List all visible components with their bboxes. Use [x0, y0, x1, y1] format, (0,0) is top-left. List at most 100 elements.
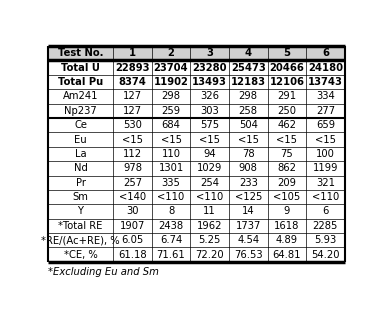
Text: 11: 11 — [203, 206, 216, 216]
Text: 94: 94 — [203, 149, 216, 159]
Text: 3: 3 — [206, 48, 213, 58]
Text: <15: <15 — [276, 135, 297, 145]
Text: <125: <125 — [234, 192, 262, 202]
Text: Nd: Nd — [74, 163, 87, 173]
Text: 1029: 1029 — [197, 163, 223, 173]
Text: 61.18: 61.18 — [118, 250, 147, 260]
Text: 321: 321 — [316, 178, 335, 188]
Text: 575: 575 — [200, 120, 219, 130]
Text: 1618: 1618 — [274, 221, 300, 231]
Bar — [48, 204, 345, 219]
Bar — [48, 61, 345, 75]
Text: 335: 335 — [162, 178, 180, 188]
Text: 20466: 20466 — [269, 63, 304, 73]
Text: 110: 110 — [162, 149, 180, 159]
Text: 1962: 1962 — [197, 221, 223, 231]
Text: 291: 291 — [277, 91, 296, 101]
Text: <15: <15 — [238, 135, 259, 145]
Text: 209: 209 — [277, 178, 296, 188]
Text: Sm: Sm — [73, 192, 88, 202]
Text: 6.05: 6.05 — [121, 235, 144, 245]
Text: 257: 257 — [123, 178, 142, 188]
Text: 250: 250 — [277, 106, 296, 116]
Text: 71.61: 71.61 — [157, 250, 185, 260]
Text: 76.53: 76.53 — [234, 250, 262, 260]
Text: 23280: 23280 — [192, 63, 227, 73]
Text: Eu: Eu — [74, 135, 87, 145]
Text: 54.20: 54.20 — [311, 250, 340, 260]
Text: Np237: Np237 — [64, 106, 97, 116]
Text: Y: Y — [77, 206, 83, 216]
Text: 277: 277 — [316, 106, 335, 116]
Text: 504: 504 — [239, 120, 258, 130]
Text: 1301: 1301 — [159, 163, 184, 173]
Text: 1199: 1199 — [313, 163, 338, 173]
Bar — [48, 161, 345, 175]
Text: 298: 298 — [239, 91, 258, 101]
Text: 4: 4 — [245, 48, 252, 58]
Text: 978: 978 — [123, 163, 142, 173]
Text: 127: 127 — [123, 91, 142, 101]
Text: 9: 9 — [284, 206, 290, 216]
Text: 908: 908 — [239, 163, 258, 173]
Text: 12183: 12183 — [231, 77, 266, 87]
Text: 4.54: 4.54 — [237, 235, 259, 245]
Text: 6.74: 6.74 — [160, 235, 182, 245]
Text: 75: 75 — [280, 149, 293, 159]
Text: 13743: 13743 — [308, 77, 343, 87]
Text: <15: <15 — [160, 135, 182, 145]
Text: Pr: Pr — [75, 178, 85, 188]
Text: 11902: 11902 — [154, 77, 188, 87]
Bar — [48, 219, 345, 233]
Text: 298: 298 — [162, 91, 180, 101]
Text: 1: 1 — [129, 48, 136, 58]
Text: La: La — [75, 149, 86, 159]
Bar — [48, 175, 345, 190]
Text: 64.81: 64.81 — [273, 250, 301, 260]
Text: 8374: 8374 — [118, 77, 146, 87]
Bar — [48, 132, 345, 147]
Text: <110: <110 — [157, 192, 185, 202]
Text: 23704: 23704 — [154, 63, 188, 73]
Bar — [48, 89, 345, 104]
Text: 14: 14 — [242, 206, 255, 216]
Text: 254: 254 — [200, 178, 219, 188]
Text: 112: 112 — [123, 149, 142, 159]
Text: Total U: Total U — [61, 63, 100, 73]
Text: *RE/(Ac+RE), %: *RE/(Ac+RE), % — [41, 235, 120, 245]
Text: 6: 6 — [322, 48, 329, 58]
Text: 258: 258 — [239, 106, 258, 116]
Text: 100: 100 — [316, 149, 335, 159]
Text: <140: <140 — [119, 192, 146, 202]
Text: 862: 862 — [277, 163, 296, 173]
Text: <15: <15 — [315, 135, 336, 145]
Text: 22893: 22893 — [115, 63, 150, 73]
Text: 1907: 1907 — [120, 221, 145, 231]
Text: 78: 78 — [242, 149, 255, 159]
Text: *CE, %: *CE, % — [64, 250, 97, 260]
Bar — [48, 233, 345, 247]
Bar — [48, 75, 345, 89]
Text: <110: <110 — [312, 192, 339, 202]
Bar — [48, 46, 345, 61]
Text: 2285: 2285 — [313, 221, 338, 231]
Text: 259: 259 — [162, 106, 181, 116]
Text: <15: <15 — [199, 135, 220, 145]
Text: 6: 6 — [322, 206, 329, 216]
Text: 2438: 2438 — [159, 221, 183, 231]
Text: 684: 684 — [162, 120, 180, 130]
Bar — [48, 247, 345, 262]
Text: 72.20: 72.20 — [195, 250, 224, 260]
Text: 12106: 12106 — [269, 77, 304, 87]
Text: 303: 303 — [200, 106, 219, 116]
Text: 659: 659 — [316, 120, 335, 130]
Text: Total Pu: Total Pu — [58, 77, 103, 87]
Bar — [48, 118, 345, 132]
Bar — [48, 190, 345, 204]
Text: 462: 462 — [277, 120, 296, 130]
Text: 326: 326 — [200, 91, 219, 101]
Text: 5.93: 5.93 — [314, 235, 337, 245]
Text: 233: 233 — [239, 178, 258, 188]
Text: *Excluding Eu and Sm: *Excluding Eu and Sm — [48, 267, 159, 277]
Text: 334: 334 — [316, 91, 335, 101]
